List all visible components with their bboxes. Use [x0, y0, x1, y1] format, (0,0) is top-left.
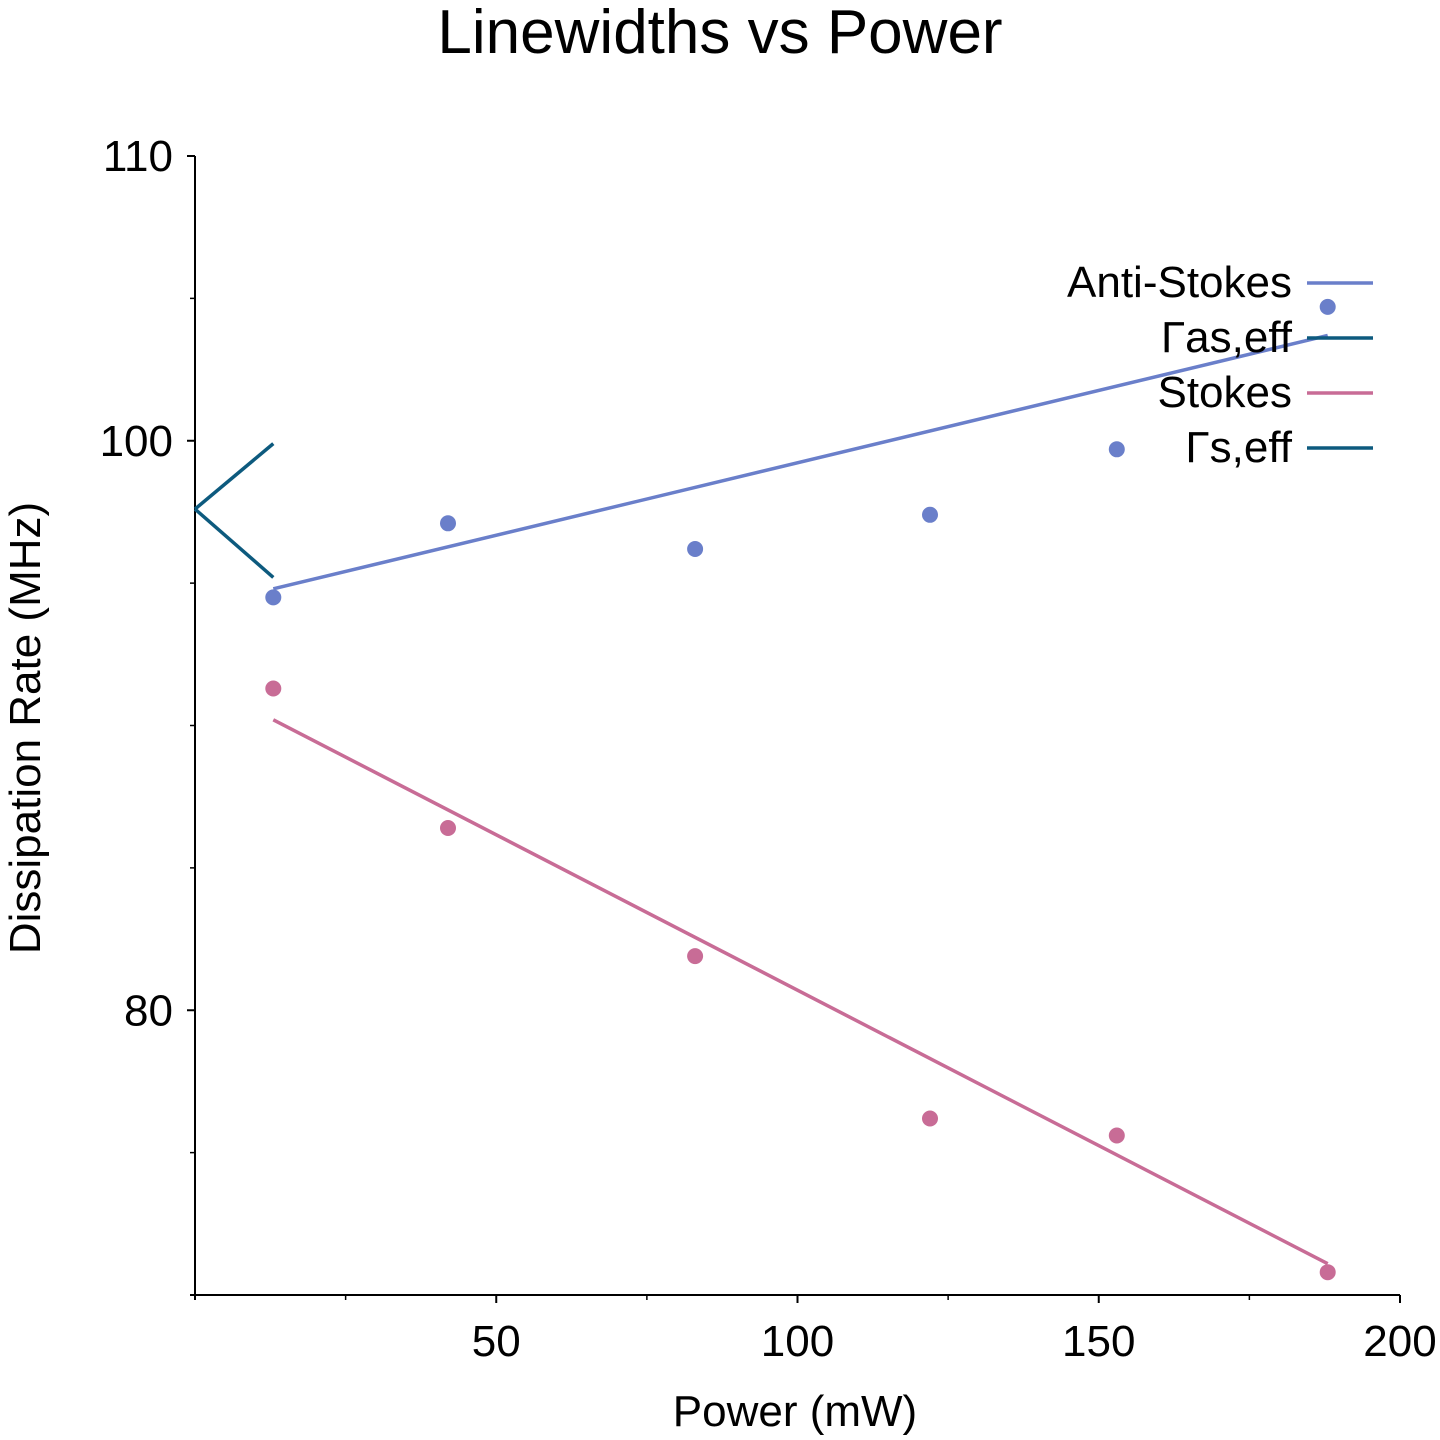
- legend-label: Stokes: [1157, 368, 1292, 417]
- data-point-stokes: [922, 1110, 938, 1127]
- data-point-anti-stokes: [922, 506, 938, 523]
- legend: Anti-Stokes Γas,eff Stokes Γs,eff: [1067, 258, 1373, 472]
- data-point-anti-stokes: [440, 515, 456, 532]
- chart-title: Linewidths vs Power: [437, 0, 1002, 67]
- y-tick-label: 110: [103, 132, 173, 181]
- data-point-stokes: [687, 948, 704, 965]
- y-tick-label: 100: [100, 417, 173, 466]
- plot-lines: [193, 333, 1329, 1266]
- data-point-anti-stokes: [265, 589, 282, 606]
- data-point-anti-stokes: [687, 541, 704, 557]
- axes: 80 100 110 50 100 150 200: [100, 132, 1437, 1366]
- data-point-anti-stokes: [1319, 298, 1336, 315]
- series-line-stokes: [272, 718, 1329, 1266]
- series-line-anti-stokes: [272, 333, 1329, 591]
- legend-label: Γs,eff: [1185, 423, 1292, 472]
- x-tick-label: 150: [1062, 1317, 1135, 1366]
- x-tick-label: 50: [472, 1317, 521, 1366]
- data-point-stokes: [265, 680, 282, 697]
- series-line-s-eff: [193, 507, 275, 579]
- data-point-stokes: [440, 820, 456, 836]
- data-point-stokes: [1108, 1127, 1125, 1144]
- legend-label: Γas,eff: [1161, 313, 1293, 362]
- legend-label: Anti-Stokes: [1067, 258, 1292, 307]
- x-axis-label: Power (mW): [673, 1387, 917, 1436]
- data-point-anti-stokes: [1108, 441, 1125, 458]
- x-tick-label: 200: [1363, 1317, 1436, 1366]
- y-tick-label: 80: [124, 986, 173, 1035]
- data-point-stokes: [1319, 1264, 1336, 1281]
- plot-points: [265, 298, 1336, 1281]
- series-line-as-eff: [193, 442, 275, 511]
- x-tick-label: 100: [761, 1317, 834, 1366]
- y-axis-label: Dissipation Rate (MHz): [1, 502, 50, 954]
